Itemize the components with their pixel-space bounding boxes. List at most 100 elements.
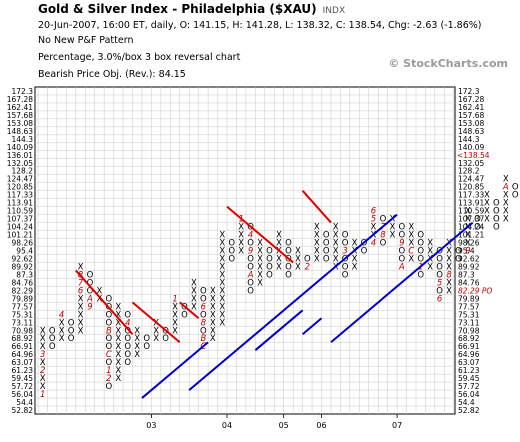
pnf-o-mark: O [124, 350, 131, 360]
pnf-o-mark: O [200, 294, 207, 304]
pnf-o-mark: O [49, 342, 56, 352]
y-tick-label-right: 107.37 [458, 215, 484, 224]
y-tick-label-left: 120.85 [7, 183, 33, 192]
pnf-o-mark: O [417, 254, 424, 264]
pnf-x-mark: X [238, 239, 244, 249]
pnf-x-mark: X [465, 215, 471, 225]
pnf-o-mark: O [436, 254, 443, 264]
y-tick-label-right: 89.92 [458, 262, 480, 271]
month-marker: A [86, 294, 93, 304]
stockcharts-watermark: © StockCharts.com [388, 57, 508, 70]
month-marker: 1 [40, 390, 45, 400]
x-tick-label: 05 [279, 421, 289, 430]
y-tick-label-left: 140.09 [7, 143, 33, 152]
pnf-x-mark: X [78, 302, 84, 312]
pnf-o-mark: O [247, 262, 254, 272]
y-tick-label-left: 148.63 [7, 127, 33, 136]
pnf-x-mark: X [59, 318, 65, 328]
pnf-x-mark: X [408, 254, 414, 264]
pnf-x-mark: X [134, 334, 140, 344]
y-tick-label-left: 52.82 [12, 406, 34, 415]
y-tick-label-right: 52.82 [458, 406, 480, 415]
pnf-o-mark: O [247, 278, 254, 288]
pnf-x-mark: X [276, 262, 282, 272]
pnf-o-mark: O [285, 270, 292, 280]
y-tick-label-left: 79.89 [12, 294, 34, 303]
pnf-o-mark: O [285, 247, 292, 257]
pnf-o-mark: O [417, 247, 424, 257]
exchange-label: INDX [322, 6, 346, 16]
pnf-x-mark: X [191, 302, 197, 312]
x-tick-label: 06 [316, 421, 326, 430]
pnf-o-mark: O [436, 286, 443, 296]
pnf-x-mark: X [172, 310, 178, 320]
x-tick-label: 04 [222, 421, 232, 430]
y-tick-label-right: 92.62 [458, 254, 480, 263]
y-tick-label-left: 110.59 [7, 207, 33, 216]
y-tick-label-left: 95.4 [16, 247, 33, 256]
pnf-x-mark: X [333, 247, 339, 257]
pnf-x-mark: X [295, 262, 301, 272]
pnf-o-mark: O [323, 254, 330, 264]
y-tick-label-right: 117.33 [458, 191, 484, 200]
pnf-o-mark: O [455, 247, 462, 257]
plot-frame [34, 86, 456, 415]
pnf-o-mark: O [124, 326, 131, 336]
y-tick-label-right: 153.08 [458, 119, 484, 128]
pnf-o-mark: O [247, 286, 254, 296]
pnf-x-mark: X [219, 254, 225, 264]
month-marker: 4 [371, 239, 376, 249]
pnf-x-mark: X [115, 374, 121, 384]
pnf-o-mark: O [285, 239, 292, 249]
pnf-x-mark: X [446, 262, 452, 272]
pnf-x-mark: X [408, 239, 414, 249]
month-marker: 4 [248, 231, 253, 241]
month-marker: C [106, 350, 112, 360]
pnf-x-mark: X [153, 326, 159, 336]
last-price-bg [456, 149, 496, 159]
y-tick-label-left: 172.3 [12, 87, 34, 96]
month-marker: 9 [248, 247, 253, 257]
month-marker: A [502, 183, 509, 193]
pnf-o-mark: O [200, 310, 207, 320]
pnf-x-mark: X [210, 302, 216, 312]
pnf-o-mark: O [323, 247, 330, 257]
y-tick-label-right: 167.28 [458, 95, 484, 104]
x-tick-label: 07 [392, 421, 402, 430]
y-tick-label-right: 128.2 [458, 167, 480, 176]
pnf-o-mark: O [228, 254, 235, 264]
pnf-x-mark: X [210, 326, 216, 336]
pnf-o-mark: O [493, 207, 500, 217]
month-marker: 4 [125, 318, 130, 328]
pnf-x-mark: X [257, 278, 263, 288]
pnf-x-mark: X [210, 294, 216, 304]
y-tick-label-left: 136.01 [7, 151, 33, 160]
pattern-line: No New P&F Pattern [38, 35, 134, 46]
pnf-x-mark: X [257, 247, 263, 257]
month-marker: 3 [40, 350, 45, 360]
y-tick-label-right: 124.47 [458, 175, 484, 184]
price-objective-bg [456, 285, 502, 295]
pnf-o-mark: O [49, 334, 56, 344]
pnf-o-mark: O [304, 254, 311, 264]
y-tick-label-left: 75.31 [12, 310, 34, 319]
month-marker: 9 [399, 239, 404, 249]
pnf-o-mark: O [87, 286, 94, 296]
pnf-x-mark: X [219, 278, 225, 288]
pnf-o-mark: O [493, 199, 500, 209]
pnf-o-mark: O [361, 247, 368, 257]
y-tick-label-right: 84.76 [458, 278, 480, 287]
pnf-o-mark: O [380, 215, 387, 225]
resistance-trendline [179, 301, 200, 320]
pnf-x-mark: X [427, 239, 433, 249]
pnf-o-mark: O [162, 334, 169, 344]
pnf-o-mark: O [68, 318, 75, 328]
month-marker: 7 [78, 278, 84, 288]
pnf-o-mark: O [398, 223, 405, 233]
pnf-x-mark: X [257, 254, 263, 264]
pnf-x-mark: X [257, 239, 263, 249]
pnf-o-mark: O [417, 231, 424, 241]
support-trendline [141, 341, 209, 399]
pnf-x-mark: X [115, 302, 121, 312]
pnf-o-mark: O [512, 183, 519, 193]
